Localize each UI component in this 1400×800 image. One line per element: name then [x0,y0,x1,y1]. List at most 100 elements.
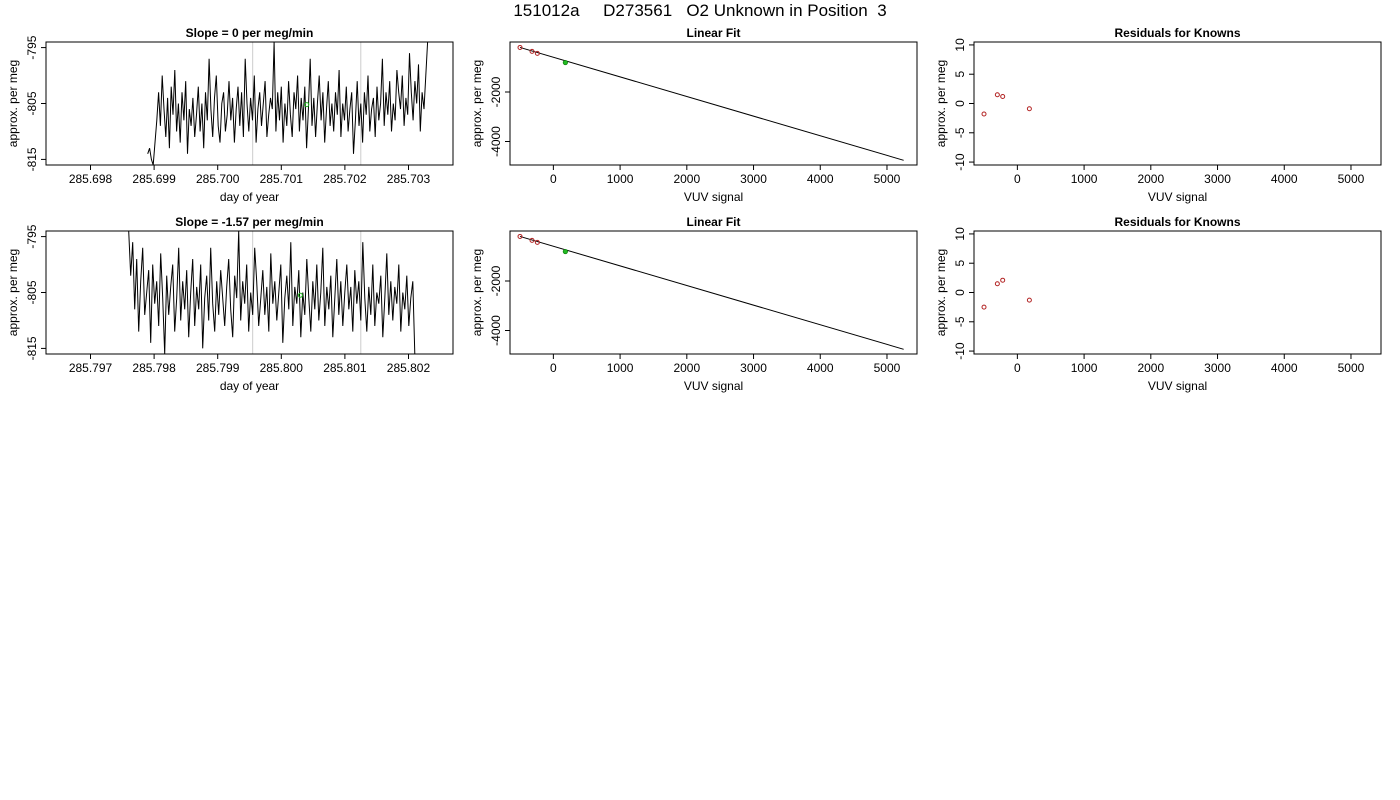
y-tick-label: -5 [953,127,967,138]
y-tick-label: 0 [953,100,967,107]
residual-point [1000,277,1006,283]
y-tick-label: 10 [953,227,967,241]
x-axis-label: VUV signal [684,190,743,204]
y-tick-label: -795 [25,224,39,248]
panel-title: Slope = -1.57 per meg/min [175,215,323,229]
y-tick-label: -10 [953,153,967,171]
x-tick-label: 2000 [673,361,700,375]
residual-point [1026,106,1032,112]
x-tick-label: 1000 [607,172,634,186]
y-tick-label: -5 [953,316,967,327]
y-tick-label: 5 [953,260,967,267]
x-axis-label: VUV signal [684,379,743,393]
x-tick-label: 4000 [807,361,834,375]
fit-line [519,235,904,350]
y-tick-label: -805 [25,280,39,304]
residual-point [981,111,987,117]
y-axis-label: approx. per meg [6,60,20,147]
y-tick-label: -815 [25,336,39,360]
x-axis-label: VUV signal [1148,190,1207,204]
y-axis-label: approx. per meg [470,249,484,336]
known-point [517,44,523,50]
x-tick-label: 285.798 [132,361,176,375]
x-tick-label: 5000 [1338,172,1365,186]
fit-line [519,46,904,161]
series-line [128,231,416,354]
x-tick-label: 285.703 [387,172,431,186]
unknown-point [562,248,568,255]
x-tick-label: 4000 [807,172,834,186]
x-tick-label: 5000 [874,172,901,186]
x-tick-label: 285.800 [260,361,304,375]
y-tick-label: 5 [953,71,967,78]
x-tick-label: 2000 [1137,172,1164,186]
panel-title: Linear Fit [686,26,740,40]
x-tick-label: 285.801 [323,361,367,375]
plot-frame [509,41,918,166]
y-tick-label: -4000 [489,126,503,157]
plot-frame [973,41,1382,166]
figure-title: 151012a D273561 O2 Unknown in Position 3 [513,1,887,20]
plot-area [981,92,1032,117]
plot-area [147,42,429,165]
plot-area [517,44,904,161]
known-point [529,237,535,243]
known-point [529,48,535,54]
plot-frame [509,230,918,355]
y-tick-label: -4000 [489,315,503,346]
panel-title: Residuals for Knowns [1114,26,1240,40]
chart-panel-3: Residuals for Knowns VUV signal approx. pe… [934,26,1382,204]
y-axis-label: approx. per meg [934,60,948,147]
y-tick-label: -2000 [489,76,503,107]
x-tick-label: 1000 [607,361,634,375]
x-tick-label: 1000 [1071,172,1098,186]
plot-area [128,231,416,354]
plot-frame [973,230,1382,355]
x-tick-label: 0 [550,172,557,186]
x-tick-label: 5000 [874,361,901,375]
plot-area [517,233,904,350]
chart-panel-2: Linear Fit VUV signal approx. per meg 0 1000… [470,26,918,204]
chart-panel-4: Slope = -1.57 per meg/min day of year appr… [6,215,454,393]
x-tick-label: 2000 [673,172,700,186]
x-tick-label: 4000 [1271,172,1298,186]
y-tick-label: -815 [25,147,39,171]
plot-area [981,277,1032,310]
x-axis-label: day of year [220,379,279,393]
x-tick-label: 0 [550,361,557,375]
chart-panel-1: Slope = 0 per meg/min day of year approx. … [6,26,454,204]
unknown-point [562,59,568,66]
y-tick-label: 0 [953,289,967,296]
y-axis-label: approx. per meg [6,249,20,336]
chart-panel-5: Linear Fit VUV signal approx. per meg 0 1000… [470,215,918,393]
residual-point [1026,297,1032,303]
x-tick-label: 285.797 [69,361,113,375]
x-tick-label: 285.799 [196,361,240,375]
y-axis-label: approx. per meg [934,249,948,336]
y-tick-label: -795 [25,35,39,59]
x-tick-label: 285.701 [260,172,304,186]
panel-title: Residuals for Knowns [1114,215,1240,229]
y-tick-label: -10 [953,342,967,360]
residual-point [1000,93,1006,99]
chart-panel-6: Residuals for Knowns VUV signal approx. pe… [934,215,1382,393]
residual-point [994,281,1000,287]
unknown-marker-point [304,102,310,108]
known-point [534,239,540,245]
x-tick-label: 3000 [740,361,767,375]
x-tick-label: 1000 [1071,361,1098,375]
x-tick-label: 285.699 [132,172,176,186]
x-tick-label: 3000 [740,172,767,186]
x-axis-label: VUV signal [1148,379,1207,393]
residual-point [994,92,1000,98]
y-tick-label: 10 [953,38,967,52]
x-tick-label: 4000 [1271,361,1298,375]
y-tick-label: -2000 [489,265,503,296]
x-tick-label: 0 [1014,361,1021,375]
x-tick-label: 285.698 [69,172,113,186]
known-point [534,50,540,56]
x-tick-label: 5000 [1338,361,1365,375]
x-tick-label: 3000 [1204,361,1231,375]
x-tick-label: 285.702 [323,172,367,186]
